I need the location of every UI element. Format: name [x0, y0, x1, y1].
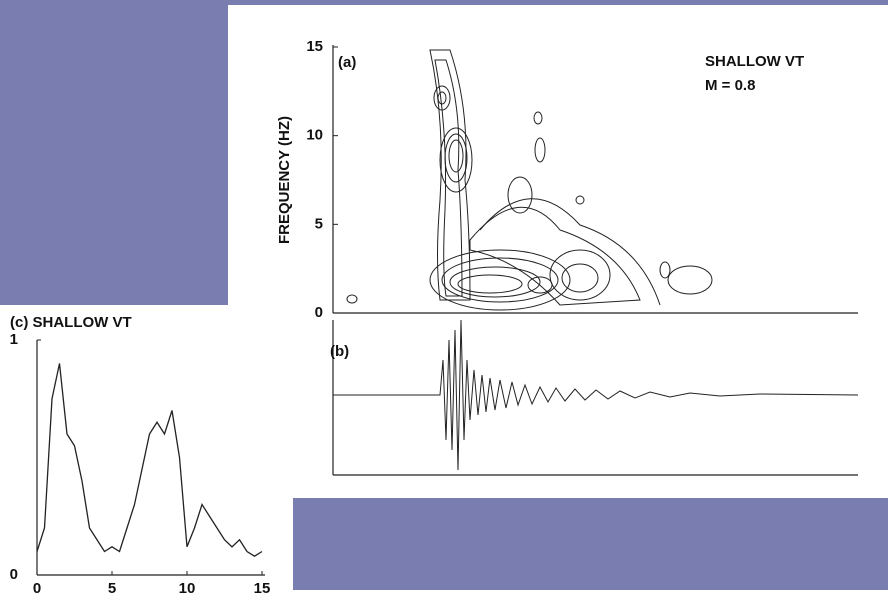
top-band — [0, 0, 888, 5]
y-tick-label: 15 — [306, 38, 323, 55]
y-tick-label: 0 — [315, 304, 323, 321]
x-tick-label: 10 — [179, 580, 196, 597]
panel-title: (c) SHALLOW VT — [10, 314, 132, 331]
x-tick-label: 0 — [33, 580, 41, 597]
annotation: SHALLOW VT — [705, 53, 804, 70]
panel-title: (b) — [330, 343, 349, 360]
y-tick-label: 0 — [10, 566, 18, 583]
x-tick-label: 5 — [108, 580, 116, 597]
annotation: M = 0.8 — [705, 77, 755, 94]
waveform — [333, 319, 859, 471]
y-tick-label: 1 — [10, 331, 18, 348]
y-tick-label: 5 — [315, 215, 323, 232]
left-block — [0, 0, 228, 305]
y-axis-label: FREQUENCY (HZ) — [276, 116, 293, 244]
panel-title: (a) — [338, 54, 356, 71]
x-tick-label: 15 — [254, 580, 271, 597]
y-tick-label: 10 — [306, 127, 323, 144]
spectrum-line — [36, 363, 263, 557]
bottom-block — [293, 498, 888, 590]
contour-plot — [346, 49, 713, 311]
